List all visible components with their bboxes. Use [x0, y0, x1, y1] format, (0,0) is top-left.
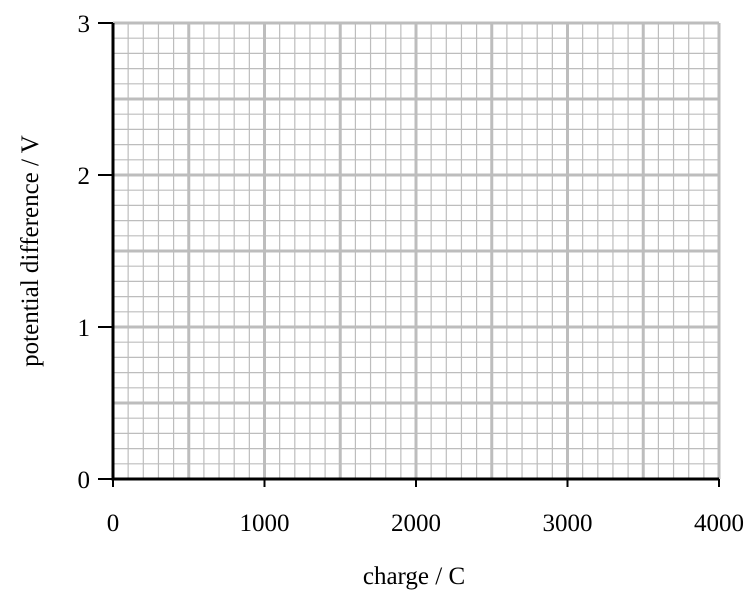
y-tick-label: 3 — [78, 11, 91, 38]
y-axis-label: potential difference / V — [17, 135, 44, 367]
y-tick-label: 2 — [78, 163, 91, 190]
x-tick-label: 4000 — [694, 510, 744, 537]
tick-marks — [98, 22, 720, 487]
x-tick-label: 0 — [107, 510, 120, 537]
x-axis-label: charge / C — [363, 563, 465, 590]
x-tick-label: 1000 — [240, 510, 290, 537]
tick-labels: 0 1000 2000 3000 4000 0 1 2 3 — [78, 11, 745, 537]
x-tick-label: 2000 — [391, 510, 441, 537]
graph-paper-grid — [111, 21, 721, 481]
y-tick-label: 0 — [78, 467, 91, 494]
y-tick-label: 1 — [78, 315, 91, 342]
x-tick-label: 3000 — [543, 510, 593, 537]
